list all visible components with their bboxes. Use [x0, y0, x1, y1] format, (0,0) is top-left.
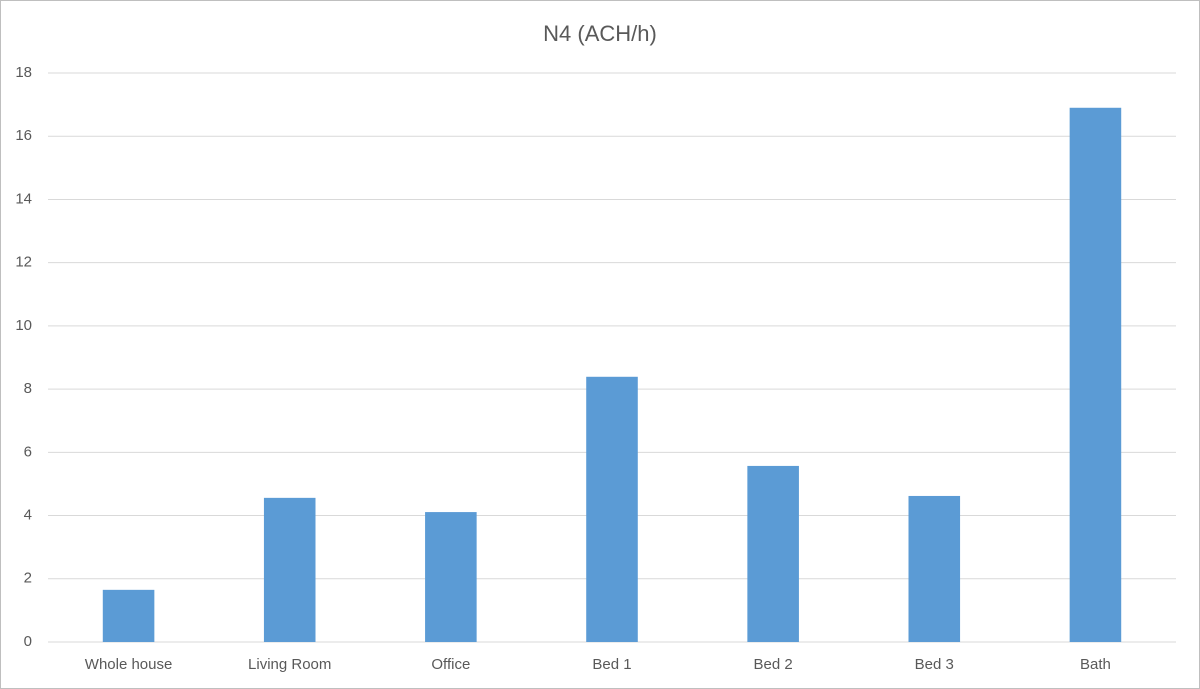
bar	[908, 495, 961, 642]
y-tick-label: 2	[24, 570, 32, 587]
y-tick-label: 8	[24, 380, 32, 397]
bar	[747, 465, 799, 642]
bar	[586, 376, 638, 642]
x-tick-label: Bath	[1080, 656, 1111, 673]
x-tick-label: Bed 2	[754, 656, 793, 673]
y-tick-label: 16	[15, 127, 32, 144]
y-tick-label: 6	[24, 443, 32, 460]
y-tick-label: 12	[15, 254, 32, 271]
bar	[1069, 107, 1122, 643]
y-tick-label: 4	[24, 507, 32, 524]
bar	[102, 589, 155, 642]
y-tick-label: 18	[15, 64, 32, 81]
x-tick-label: Bed 1	[592, 656, 631, 673]
x-tick-label: Office	[431, 656, 470, 673]
y-tick-label: 14	[15, 190, 32, 207]
bar	[263, 497, 316, 642]
bar	[425, 512, 477, 642]
chart-title: N4 (ACH/h)	[543, 21, 657, 46]
y-tick-label: 0	[24, 633, 32, 650]
x-tick-label: Living Room	[248, 656, 331, 673]
y-tick-label: 10	[15, 317, 32, 334]
x-tick-label: Whole house	[85, 656, 173, 673]
x-tick-label: Bed 3	[915, 656, 954, 673]
